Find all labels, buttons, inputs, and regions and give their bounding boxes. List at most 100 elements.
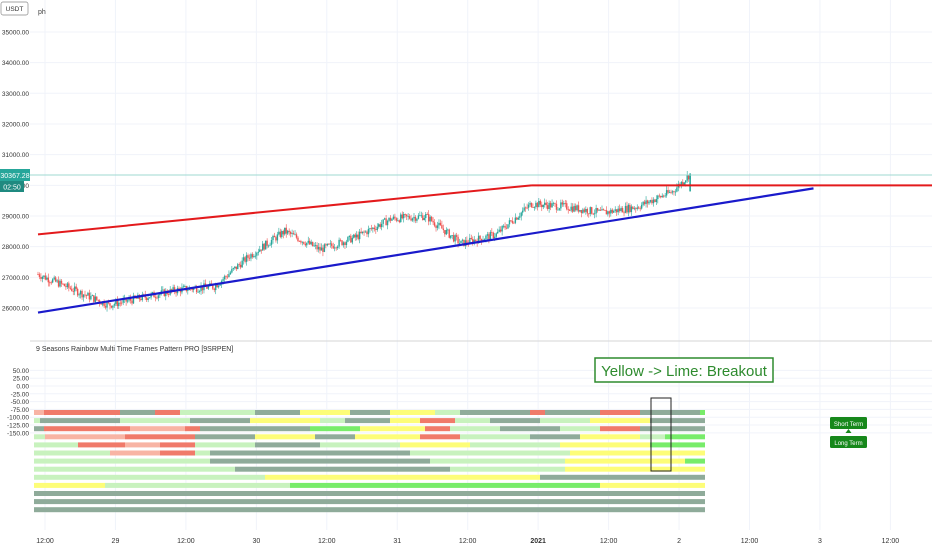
candle-body — [103, 301, 105, 307]
candle-body — [429, 216, 431, 222]
candle-body — [560, 202, 562, 209]
candle-body — [442, 228, 445, 231]
candle-body — [417, 215, 420, 219]
heatmap-segment — [34, 434, 45, 440]
candle-body — [454, 235, 456, 242]
candle-body — [529, 202, 531, 205]
heatmap-segment — [640, 410, 700, 415]
candle-body — [535, 202, 537, 208]
candle-body — [519, 216, 521, 218]
candle-body — [629, 204, 631, 213]
candle-body — [427, 214, 430, 222]
symbol-box[interactable]: USDT — [0, 1, 29, 16]
candle-body — [602, 209, 605, 211]
candle-body — [682, 181, 684, 185]
candle-body — [121, 302, 123, 304]
candle-body — [288, 230, 290, 233]
candle-body — [126, 300, 129, 302]
candle-body — [676, 187, 678, 192]
heatmap-segment — [455, 418, 490, 424]
candle-body — [400, 214, 402, 223]
rainbow-heatmap — [34, 410, 705, 513]
candle-body — [350, 235, 352, 243]
candle-body — [241, 260, 243, 268]
candle-body — [269, 244, 271, 246]
candle-body — [501, 226, 503, 232]
candle-body — [391, 219, 393, 221]
candle-body — [345, 241, 348, 245]
candle-body — [314, 245, 317, 246]
candle-body — [266, 240, 268, 246]
price-tick-label: 27000.00 — [2, 275, 29, 282]
candle-body — [470, 237, 472, 239]
time-tick-label: 29 — [112, 538, 120, 545]
long-term-label: Long Term — [834, 441, 862, 447]
candle-body — [401, 214, 403, 219]
candle-body — [113, 304, 116, 306]
annotation-box[interactable]: Yellow -> Lime: Breakout — [594, 357, 774, 383]
time-tick-label: 12:00 — [177, 538, 195, 545]
candle-body — [670, 191, 672, 193]
candle-body — [618, 208, 621, 211]
candle-body — [582, 209, 584, 214]
candle-body — [182, 286, 185, 288]
candle-body — [357, 234, 359, 240]
indicator-tick-label: -50.00 — [11, 399, 30, 406]
candle-body — [472, 238, 474, 244]
candle-body — [497, 231, 499, 234]
candle-body — [232, 268, 235, 269]
candle-body — [225, 276, 227, 278]
candle-body — [250, 254, 252, 259]
indicator-tick-label: 0.00 — [16, 384, 29, 391]
support-trendline[interactable] — [37, 187, 814, 314]
candle-body — [416, 218, 418, 221]
heatmap-segment — [120, 410, 155, 415]
annotation-text: Yellow -> Lime: Breakout — [601, 363, 768, 380]
short-term-label: Short Term — [834, 422, 863, 428]
candle-body — [477, 235, 480, 244]
candle-body — [651, 200, 653, 204]
candle-body — [623, 212, 625, 214]
candle-body — [652, 199, 655, 204]
candle-body — [262, 243, 264, 251]
indicator-tick-label: -125.00 — [7, 423, 29, 430]
heatmap-segment — [255, 434, 315, 440]
heatmap-segment — [345, 418, 390, 424]
candle-body — [325, 244, 327, 246]
candle-body — [489, 232, 492, 240]
symbol-suffix: ph — [38, 9, 46, 16]
heatmap-segment — [195, 434, 255, 440]
candle-body — [49, 282, 51, 284]
candle-body — [254, 255, 257, 257]
candle-body — [630, 206, 633, 213]
candle-body — [591, 207, 593, 214]
heatmap-segment — [580, 434, 640, 440]
candle-body — [63, 283, 66, 287]
candle-body — [119, 302, 121, 304]
candle-body — [635, 208, 637, 210]
candle-body — [363, 231, 365, 233]
heatmap-segment — [470, 442, 560, 448]
candle-body — [279, 231, 282, 237]
candle-body — [116, 300, 119, 307]
heatmap-segment — [255, 442, 320, 448]
time-tick-label: 12:00 — [600, 538, 618, 545]
candle-body — [303, 241, 305, 244]
candle-body — [81, 290, 83, 298]
candle-body — [441, 225, 443, 229]
candle-body — [627, 204, 630, 213]
candle-body — [513, 222, 515, 224]
candle-body — [323, 244, 326, 252]
time-tick-label: 3 — [818, 538, 822, 545]
candle-body — [568, 210, 571, 211]
candle-body — [97, 299, 99, 301]
candle-body — [461, 239, 464, 241]
candle-body — [551, 203, 553, 208]
resistance-trendline[interactable] — [37, 184, 532, 236]
candle-body — [689, 174, 691, 192]
price-tick-label: 32000.00 — [2, 121, 29, 128]
candle-body — [69, 287, 72, 289]
candle-body — [310, 241, 312, 245]
candle-body — [294, 234, 296, 236]
